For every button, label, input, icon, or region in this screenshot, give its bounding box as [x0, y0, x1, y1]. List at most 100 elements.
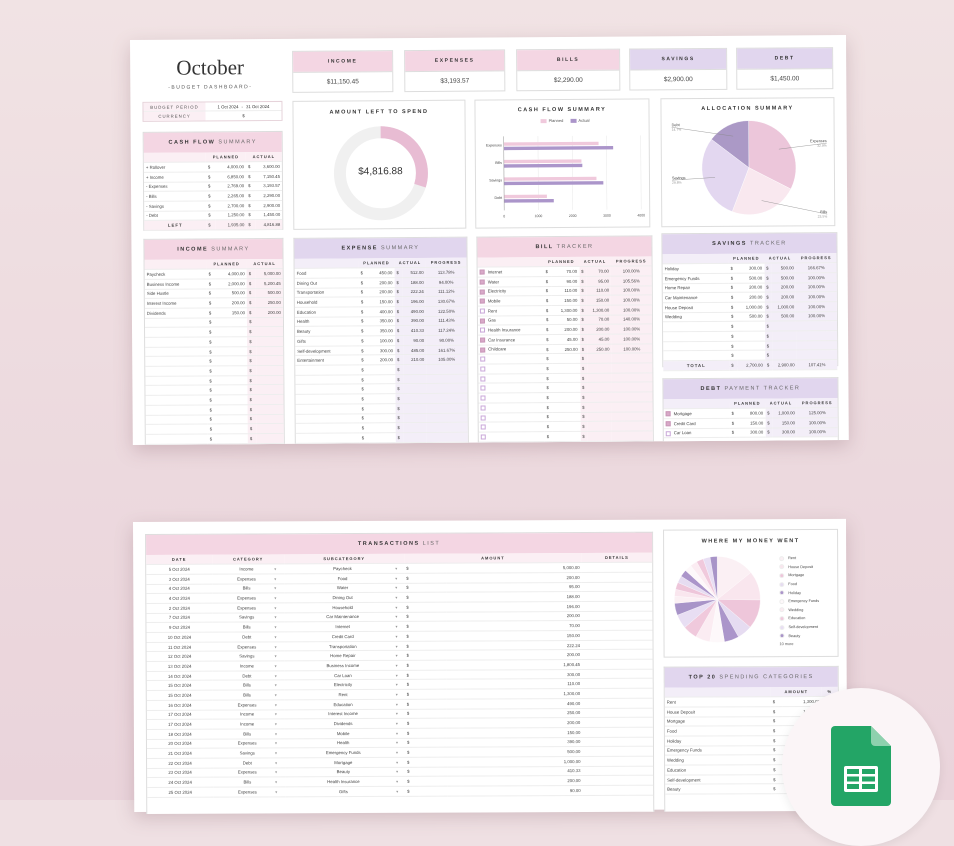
row-label[interactable] — [145, 395, 208, 406]
subcategory-dropdown[interactable]: Dining Out ▼ — [284, 592, 405, 603]
date-cell[interactable]: 15 Oct 2024 — [146, 680, 213, 691]
subcategory-dropdown[interactable]: Interest Income ▼ — [284, 708, 405, 720]
planned-cell[interactable] — [216, 317, 248, 328]
amount-cell[interactable]: 250.00 — [446, 708, 583, 719]
planned-cell[interactable]: 200.00 — [216, 297, 247, 308]
amount-cell[interactable]: 200.00 — [446, 775, 583, 787]
row-label[interactable]: Paycheck — [144, 269, 207, 280]
planned-cell[interactable]: 200.00 — [552, 324, 580, 335]
row-label[interactable]: Beauty — [295, 326, 360, 337]
category-dropdown[interactable]: Expenses ▼ — [213, 767, 286, 778]
row-label[interactable]: Mobile — [477, 295, 544, 307]
subcategory-dropdown[interactable]: Mortgage ▼ — [285, 757, 406, 768]
planned-cell[interactable]: 4,000.00 — [215, 161, 247, 172]
date-cell[interactable]: 23 Oct 2024 — [147, 767, 214, 778]
category-dropdown[interactable]: Bills ▼ — [212, 728, 285, 739]
category-dropdown[interactable]: Income ▼ — [212, 660, 285, 671]
checkbox[interactable] — [480, 356, 486, 362]
row-label[interactable]: Rent — [477, 305, 544, 316]
row-label[interactable]: Health Insurance — [478, 324, 545, 336]
row-label[interactable] — [145, 366, 208, 377]
amount-cell[interactable]: 1,000.00 — [446, 756, 583, 767]
row-label[interactable] — [145, 356, 208, 367]
amount-cell[interactable]: 390.00 — [446, 737, 583, 748]
planned-cell[interactable] — [369, 374, 396, 385]
planned-cell[interactable] — [737, 350, 765, 361]
date-cell[interactable]: 10 Oct 2024 — [146, 632, 213, 643]
subcategory-dropdown[interactable]: Mobile ▼ — [284, 728, 405, 739]
planned-cell[interactable]: 100.00 — [368, 335, 395, 346]
planned-cell[interactable] — [216, 356, 248, 366]
planned-cell[interactable] — [737, 331, 765, 341]
row-label[interactable] — [145, 327, 208, 338]
checkbox[interactable] — [480, 327, 486, 333]
date-cell[interactable]: 24 Oct 2024 — [147, 777, 214, 788]
details-cell[interactable] — [581, 630, 653, 641]
category-dropdown[interactable]: Expenses ▼ — [213, 786, 286, 797]
row-label[interactable] — [145, 414, 208, 425]
category-dropdown[interactable]: Expenses ▼ — [212, 602, 285, 613]
amount-cell[interactable]: 95.00 — [446, 582, 582, 593]
details-cell[interactable] — [582, 736, 653, 747]
row-label[interactable] — [145, 375, 208, 386]
planned-cell[interactable]: 350.00 — [368, 316, 395, 327]
category-dropdown[interactable]: Expenses ▼ — [212, 699, 285, 710]
planned-cell[interactable]: 200.00 — [368, 277, 395, 288]
row-label[interactable]: Gifts — [295, 335, 360, 347]
planned-cell[interactable] — [216, 346, 248, 357]
date-cell[interactable]: 2 Oct 2024 — [146, 603, 213, 614]
planned-cell[interactable] — [369, 413, 396, 424]
date-cell[interactable]: 17 Oct 2024 — [146, 709, 213, 720]
planned-cell[interactable] — [369, 422, 396, 433]
planned-cell[interactable]: 200.00 — [737, 282, 765, 293]
amount-cell[interactable]: 200.00 — [446, 649, 583, 661]
planned-cell[interactable]: 200.00 — [368, 355, 396, 365]
category-dropdown[interactable]: Income ▼ — [212, 719, 285, 730]
subcategory-dropdown[interactable]: Business Income ▼ — [284, 660, 405, 671]
checkbox[interactable] — [480, 385, 486, 392]
planned-cell[interactable]: 1,250.00 — [215, 210, 247, 221]
planned-cell[interactable] — [216, 327, 248, 337]
planned-cell[interactable] — [216, 404, 248, 415]
planned-cell[interactable]: 90.00 — [552, 276, 580, 287]
details-cell[interactable] — [582, 678, 653, 689]
details-cell[interactable] — [582, 698, 653, 709]
row-label[interactable] — [662, 321, 730, 332]
planned-cell[interactable] — [552, 382, 581, 393]
row-label[interactable] — [145, 404, 208, 415]
details-cell[interactable] — [582, 746, 654, 757]
period-end[interactable]: 31 Oct 2024 — [245, 103, 270, 109]
amount-cell[interactable]: 110.00 — [446, 678, 583, 690]
planned-cell[interactable] — [216, 365, 248, 376]
amount-cell[interactable]: 222.24 — [446, 640, 582, 651]
details-cell[interactable] — [582, 688, 653, 699]
planned-cell[interactable]: 1,000.00 — [737, 302, 765, 312]
row-label[interactable]: Health — [294, 316, 360, 327]
category-dropdown[interactable]: Debt ▼ — [213, 757, 286, 768]
subcategory-dropdown[interactable]: Food ▼ — [284, 573, 405, 584]
planned-cell[interactable] — [737, 321, 765, 332]
planned-cell[interactable] — [552, 392, 581, 403]
row-label[interactable] — [295, 374, 360, 385]
planned-cell[interactable]: 250.00 — [552, 344, 580, 354]
date-cell[interactable]: 3 Oct 2024 — [146, 574, 213, 585]
checkbox[interactable] — [665, 411, 671, 417]
planned-cell[interactable]: 2,700.00 — [215, 200, 247, 211]
row-label[interactable]: Mortgage — [663, 408, 730, 419]
planned-cell[interactable] — [217, 423, 248, 434]
details-cell[interactable] — [582, 756, 654, 767]
date-cell[interactable]: 18 Oct 2024 — [146, 729, 213, 740]
row-label[interactable] — [478, 412, 545, 423]
subcategory-dropdown[interactable]: Credit Card ▼ — [284, 631, 405, 642]
amount-cell[interactable]: 5,000.00 — [445, 562, 582, 574]
checkbox[interactable] — [480, 395, 486, 401]
planned-cell[interactable]: 450.00 — [368, 267, 395, 278]
planned-cell[interactable]: 500.00 — [737, 272, 765, 283]
category-dropdown[interactable]: Debt ▼ — [212, 631, 285, 642]
category-dropdown[interactable]: Bills ▼ — [212, 680, 285, 691]
subcategory-dropdown[interactable]: Education ▼ — [284, 699, 405, 710]
planned-cell[interactable] — [216, 385, 248, 396]
details-cell[interactable] — [581, 591, 653, 602]
row-label[interactable] — [478, 353, 545, 365]
details-cell[interactable] — [582, 785, 654, 796]
